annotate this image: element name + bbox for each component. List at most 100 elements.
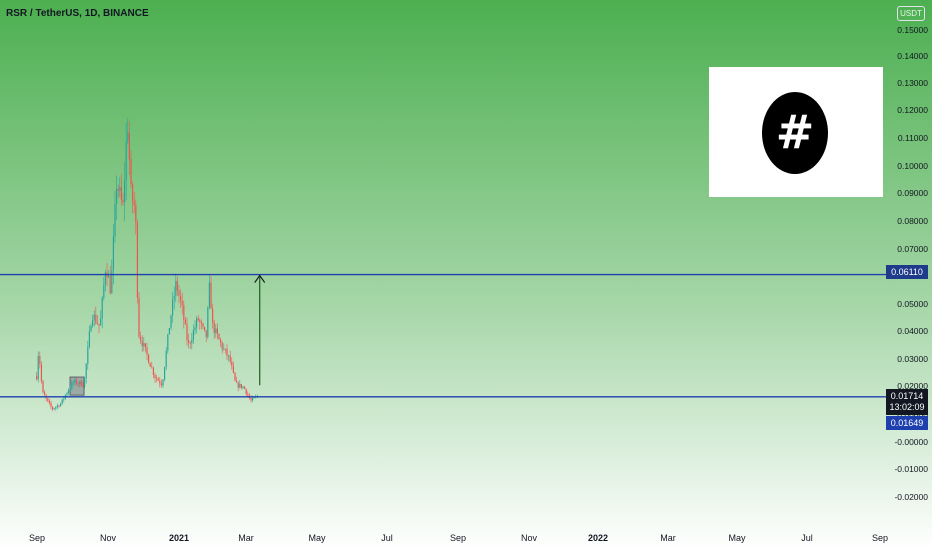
candle-body bbox=[157, 378, 159, 381]
candle-body bbox=[189, 342, 191, 344]
candle-body bbox=[132, 184, 134, 202]
candle-body bbox=[167, 334, 169, 351]
candle-body bbox=[40, 364, 43, 381]
candle-body bbox=[128, 132, 131, 160]
target-arrow-head[interactable] bbox=[254, 274, 266, 283]
candle-body bbox=[95, 314, 97, 323]
candle-body bbox=[221, 342, 223, 350]
hash-icon: # bbox=[775, 105, 815, 159]
y-tick-label: 0.13000 bbox=[897, 78, 928, 88]
candle-body bbox=[205, 330, 207, 337]
candle-body bbox=[69, 388, 71, 391]
candle-body bbox=[232, 365, 235, 373]
candle-body bbox=[194, 327, 196, 331]
x-tick-label: Nov bbox=[100, 533, 117, 543]
candle-body bbox=[226, 349, 228, 356]
candle-body bbox=[39, 355, 41, 365]
y-tick-label: 0.07000 bbox=[897, 244, 928, 254]
x-tick-label: Nov bbox=[521, 533, 538, 543]
y-tick-label: 0.08000 bbox=[897, 216, 928, 226]
candle-body bbox=[56, 405, 59, 408]
y-tick-label: -0.02000 bbox=[894, 492, 928, 502]
candle-body bbox=[74, 379, 76, 383]
candle-body bbox=[96, 322, 99, 324]
countdown-timer: 13:02:09 bbox=[889, 402, 925, 412]
candle-body bbox=[231, 361, 233, 366]
candle-body bbox=[120, 186, 123, 200]
candle-body bbox=[178, 290, 180, 296]
y-tick-label: 0.15000 bbox=[897, 25, 928, 35]
candle-body bbox=[60, 403, 62, 407]
y-tick-label: 0.04000 bbox=[897, 326, 928, 336]
candle-body bbox=[125, 141, 127, 181]
candle-body bbox=[168, 327, 171, 335]
x-tick-label: Sep bbox=[872, 533, 888, 543]
candle-body bbox=[245, 388, 247, 394]
candle-body bbox=[138, 297, 140, 337]
candle-body bbox=[156, 378, 158, 379]
candle-body bbox=[52, 406, 54, 410]
candle-body bbox=[224, 348, 227, 350]
candle-body bbox=[149, 363, 151, 367]
candle-body bbox=[208, 282, 211, 308]
candle-body bbox=[119, 186, 121, 191]
candle-body bbox=[234, 372, 236, 381]
candle-body bbox=[82, 385, 84, 387]
candle-body bbox=[186, 324, 188, 341]
candle-body bbox=[114, 203, 116, 237]
candle-body bbox=[204, 326, 206, 331]
candle-body bbox=[68, 390, 70, 393]
candle-body bbox=[216, 328, 219, 334]
candle-body bbox=[199, 320, 201, 323]
candle-body bbox=[183, 305, 185, 320]
candle-body bbox=[165, 350, 167, 368]
candle-body bbox=[44, 392, 46, 396]
candle-body bbox=[61, 399, 63, 404]
candle-body bbox=[207, 307, 209, 337]
candle-body bbox=[84, 378, 86, 387]
candle-body bbox=[141, 340, 143, 347]
candle-body bbox=[173, 295, 175, 300]
x-tick-label: Sep bbox=[29, 533, 45, 543]
candle-body bbox=[237, 382, 239, 388]
candle-body bbox=[144, 343, 147, 348]
candle-body bbox=[180, 295, 182, 301]
candle-body bbox=[135, 205, 137, 223]
candle-body bbox=[55, 407, 57, 409]
y-tick-label: 0.14000 bbox=[897, 51, 928, 61]
x-tick-label: Jul bbox=[381, 533, 393, 543]
candle-body bbox=[90, 325, 92, 332]
candle-body bbox=[250, 398, 252, 401]
candle-body bbox=[101, 297, 103, 319]
candle-body bbox=[108, 276, 110, 278]
x-tick-label: 2021 bbox=[169, 533, 189, 543]
y-tick-label: -0.01000 bbox=[894, 464, 928, 474]
candle-body bbox=[88, 331, 91, 347]
candle-body bbox=[66, 392, 68, 395]
currency-badge[interactable]: USDT bbox=[897, 6, 925, 21]
candle-body bbox=[160, 383, 163, 386]
candle-body bbox=[210, 282, 212, 309]
candle-body bbox=[122, 199, 124, 203]
y-tick-label: 0.02000 bbox=[897, 381, 928, 391]
candle-body bbox=[37, 355, 39, 380]
candle-body bbox=[146, 347, 148, 355]
x-tick-label: Sep bbox=[450, 533, 466, 543]
candle-body bbox=[63, 398, 65, 400]
candle-body bbox=[184, 319, 187, 325]
x-tick-label: May bbox=[308, 533, 326, 543]
candle-body bbox=[98, 323, 100, 326]
candle-body bbox=[191, 339, 193, 344]
y-tick-label: 0.11000 bbox=[898, 133, 928, 143]
candle-body bbox=[164, 367, 166, 380]
rsr-logo-panel: # bbox=[709, 67, 883, 197]
support-price-label: 0.01649 bbox=[886, 416, 928, 430]
candle-body bbox=[181, 300, 183, 306]
candle-body bbox=[188, 340, 190, 343]
candle-body bbox=[159, 380, 161, 384]
candle-body bbox=[215, 328, 217, 334]
candle-body bbox=[104, 272, 107, 285]
candle-body bbox=[175, 280, 177, 296]
candle-body bbox=[172, 299, 174, 316]
